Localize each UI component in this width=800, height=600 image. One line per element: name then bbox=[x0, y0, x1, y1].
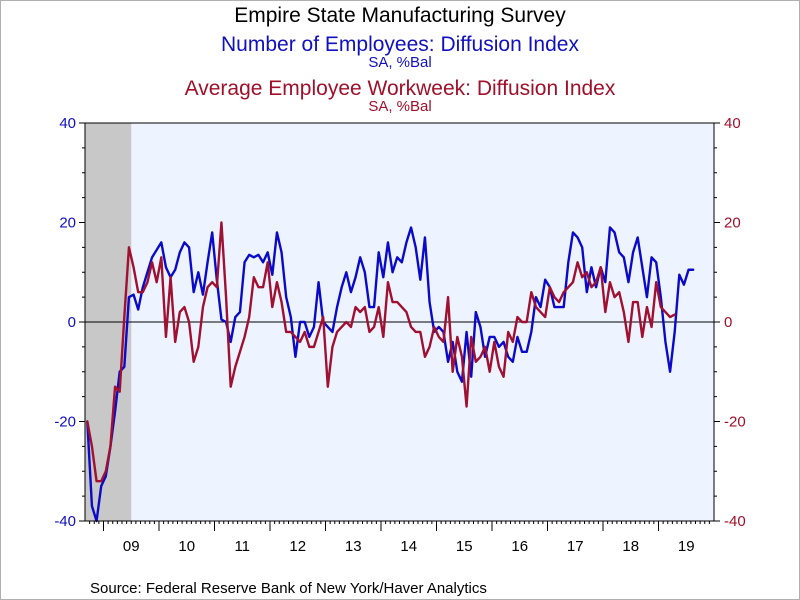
x-tick-label: 16 bbox=[511, 538, 528, 555]
series1-title: Number of Employees: Diffusion Index bbox=[221, 33, 579, 56]
y-tick-left-label: 0 bbox=[68, 314, 76, 331]
series-line-1 bbox=[86, 226, 695, 523]
series2-subtitle: SA, %Bal bbox=[368, 98, 431, 115]
x-tick-label: 14 bbox=[400, 538, 417, 555]
y-tick-right-label: -20 bbox=[724, 414, 746, 431]
y-tick-right-label: 0 bbox=[724, 314, 732, 331]
series-line-2 bbox=[86, 221, 676, 483]
x-tick-label: 10 bbox=[178, 538, 195, 555]
y-tick-left-label: -20 bbox=[54, 414, 76, 431]
x-tick-label: 09 bbox=[123, 538, 140, 555]
x-tick-label: 15 bbox=[456, 538, 473, 555]
x-tick-label: 12 bbox=[289, 538, 306, 555]
y-tick-left-label: 40 bbox=[59, 115, 76, 132]
series2-title: Average Employee Workweek: Diffusion Ind… bbox=[185, 77, 616, 100]
y-tick-right-label: 20 bbox=[724, 215, 741, 232]
y-tick-left-label: -40 bbox=[54, 513, 76, 530]
y-tick-right-label: -40 bbox=[724, 513, 746, 530]
x-tick-label: 13 bbox=[345, 538, 362, 555]
series-layer bbox=[86, 221, 695, 523]
y-tick-left-label: 20 bbox=[59, 215, 76, 232]
x-tick-label: 19 bbox=[678, 538, 695, 555]
x-tick-label: 11 bbox=[234, 538, 250, 555]
chart-title: Empire State Manufacturing Survey bbox=[234, 4, 566, 27]
y-tick-right-label: 40 bbox=[724, 115, 741, 132]
source-note: Source: Federal Reserve Bank of New York… bbox=[90, 580, 487, 597]
x-tick-label: 17 bbox=[567, 538, 584, 555]
plot-border bbox=[84, 122, 715, 522]
x-tick-label: 18 bbox=[622, 538, 639, 555]
series1-subtitle: SA, %Bal bbox=[368, 54, 431, 71]
